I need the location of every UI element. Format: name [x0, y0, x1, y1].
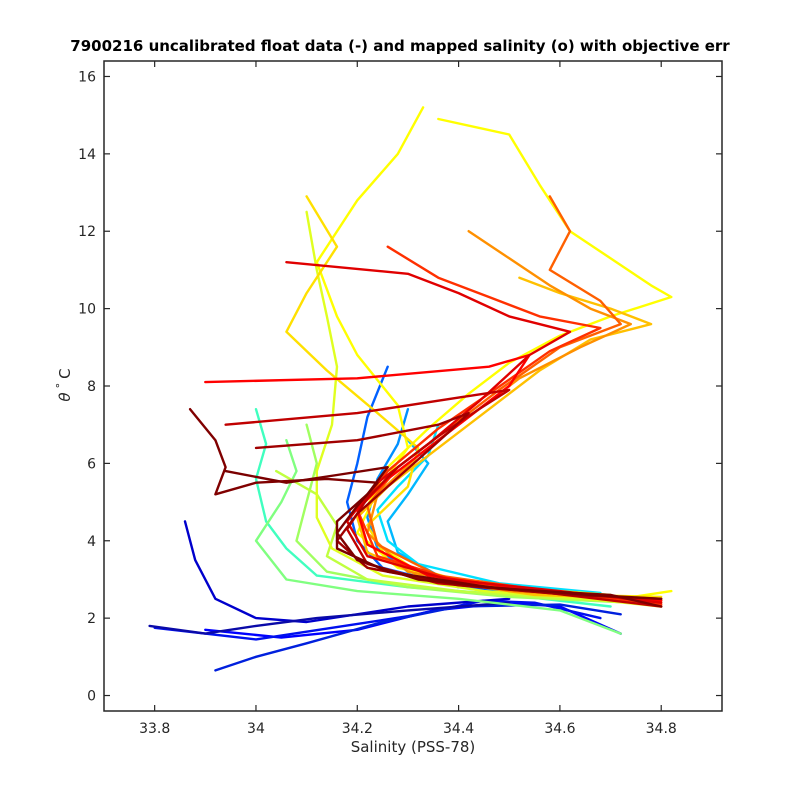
x-tick-label: 34.2	[342, 721, 373, 737]
x-tick-label: 34.8	[646, 721, 677, 737]
series-line-23	[224, 388, 663, 608]
x-axis-label: Salinity (PSS-78)	[351, 738, 476, 756]
series-line-15	[315, 106, 612, 597]
series-line-19	[366, 195, 663, 602]
series-line-2	[214, 603, 622, 672]
x-tick-label: 34	[247, 721, 265, 737]
y-tick-label: 8	[87, 379, 96, 395]
y-axis: 0 2 4 6 8 10 12 14 16	[78, 69, 722, 705]
series-line-26	[224, 466, 663, 600]
series-line-12	[275, 469, 663, 604]
y-tick-label: 6	[87, 456, 96, 472]
series-line-16	[285, 195, 663, 599]
y-tick-label: 2	[87, 611, 96, 627]
y-axis-label: θ ° C	[54, 368, 74, 401]
x-axis: 33.8 34 34.2 34.4 34.6 34.8	[139, 61, 677, 737]
series-line-18	[366, 229, 653, 600]
x-tick-label: 34.6	[544, 721, 575, 737]
series-line-13	[305, 210, 663, 608]
plot-frame	[103, 60, 723, 712]
series-line-11	[295, 423, 632, 604]
y-tick-label: 10	[78, 302, 96, 318]
y-tick-label: 16	[78, 69, 96, 85]
y-tick-label: 12	[78, 224, 96, 240]
series-line-3	[183, 520, 511, 624]
y-axis-label-degree: °	[54, 383, 67, 389]
y-tick-label: 14	[78, 147, 96, 163]
y-tick-label: 0	[87, 689, 96, 705]
chart-title: 7900216 uncalibrated float data (-) and …	[70, 37, 730, 55]
x-tick-label: 33.8	[139, 721, 170, 737]
series-line-24	[254, 411, 663, 600]
y-tick-label: 4	[87, 534, 96, 550]
series-layer	[148, 106, 673, 672]
x-tick-label: 34.4	[443, 721, 474, 737]
series-line-4	[148, 601, 511, 635]
series-line-21	[204, 353, 663, 602]
series-line-17	[356, 276, 663, 600]
series-line-22	[285, 261, 663, 604]
y-axis-label-theta: θ	[56, 392, 74, 401]
y-axis-label-unit: C	[56, 368, 74, 378]
